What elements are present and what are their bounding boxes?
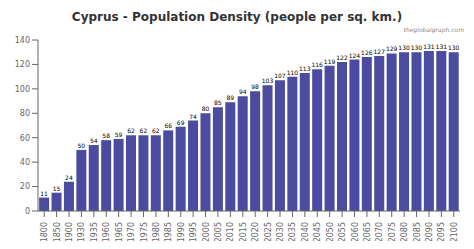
svg-text:66: 66: [164, 122, 172, 129]
svg-text:1900: 1900: [65, 222, 74, 241]
svg-text:2085: 2085: [413, 222, 422, 241]
svg-text:80: 80: [202, 105, 210, 112]
svg-text:2080: 2080: [400, 222, 409, 241]
svg-text:130: 130: [448, 44, 460, 51]
svg-text:2055: 2055: [338, 222, 347, 241]
svg-text:24: 24: [65, 174, 73, 181]
svg-text:1995: 1995: [189, 222, 198, 241]
svg-text:1960: 1960: [102, 222, 111, 241]
svg-text:85: 85: [214, 99, 222, 106]
html-text:theglobalgraph.com: theglobalgraph.com: [403, 26, 464, 33]
svg-text:2050: 2050: [326, 222, 335, 241]
svg-text:130: 130: [411, 44, 423, 51]
svg-text:1850: 1850: [53, 222, 62, 241]
svg-text:119: 119: [324, 58, 336, 65]
svg-text:1965: 1965: [115, 222, 124, 241]
svg-text:2060: 2060: [351, 222, 360, 241]
svg-text:2035: 2035: [288, 222, 297, 241]
svg-text:116: 116: [311, 61, 323, 68]
svg-text:124: 124: [349, 52, 361, 59]
svg-text:1930: 1930: [77, 222, 86, 241]
svg-text:122: 122: [336, 54, 348, 61]
svg-text:98: 98: [251, 83, 259, 90]
svg-text:113: 113: [299, 65, 311, 72]
svg-text:2095: 2095: [437, 222, 446, 241]
svg-text:50: 50: [78, 142, 86, 149]
svg-text:2070: 2070: [375, 222, 384, 241]
svg-text:54: 54: [90, 137, 98, 144]
svg-text:2075: 2075: [388, 222, 397, 241]
svg-text:62: 62: [127, 127, 135, 134]
svg-text:58: 58: [102, 132, 110, 139]
svg-text:2005: 2005: [214, 222, 223, 241]
svg-text:89: 89: [226, 94, 234, 101]
svg-text:1985: 1985: [164, 222, 173, 241]
svg-text:1980: 1980: [152, 222, 161, 241]
svg-text:2090: 2090: [425, 222, 434, 241]
svg-text:94: 94: [239, 88, 247, 95]
svg-text:1975: 1975: [140, 222, 149, 241]
svg-text:103: 103: [262, 77, 274, 84]
svg-text:2100: 2100: [450, 222, 459, 241]
svg-text:131: 131: [436, 43, 448, 50]
svg-text:120: 120: [15, 60, 30, 69]
svg-text:131: 131: [423, 43, 435, 50]
svg-text:20: 20: [20, 182, 30, 191]
svg-text:60: 60: [20, 134, 30, 143]
svg-text:69: 69: [177, 119, 185, 126]
svg-text:140: 140: [15, 36, 30, 45]
svg-text:100: 100: [15, 85, 30, 94]
svg-text:1990: 1990: [177, 222, 186, 241]
svg-text:2025: 2025: [264, 222, 273, 241]
svg-text:1800: 1800: [40, 222, 49, 241]
svg-text:2015: 2015: [239, 222, 248, 241]
svg-text:59: 59: [115, 131, 123, 138]
svg-text:2045: 2045: [313, 222, 322, 241]
svg-text:2040: 2040: [301, 222, 310, 241]
svg-text:80: 80: [20, 109, 30, 118]
svg-text:0: 0: [25, 207, 30, 216]
html-text:Cyprus - Population Density (p: Cyprus - Population Density (people per …: [71, 10, 403, 24]
svg-text:107: 107: [274, 72, 286, 79]
svg-text:62: 62: [152, 127, 160, 134]
svg-text:2030: 2030: [276, 222, 285, 241]
svg-text:11: 11: [40, 190, 48, 197]
svg-text:15: 15: [53, 185, 61, 192]
svg-text:74: 74: [189, 113, 197, 120]
svg-text:1970: 1970: [127, 222, 136, 241]
svg-text:2000: 2000: [202, 222, 211, 241]
svg-text:2010: 2010: [226, 222, 235, 241]
svg-text:110: 110: [287, 69, 299, 76]
svg-text:62: 62: [140, 127, 148, 134]
svg-text:40: 40: [20, 158, 30, 167]
svg-text:129: 129: [386, 45, 398, 52]
svg-text:130: 130: [398, 44, 410, 51]
svg-text:1935: 1935: [90, 222, 99, 241]
svg-text:2065: 2065: [363, 222, 372, 241]
svg-text:2020: 2020: [251, 222, 260, 241]
svg-text:127: 127: [374, 48, 386, 55]
svg-text:126: 126: [361, 49, 373, 56]
